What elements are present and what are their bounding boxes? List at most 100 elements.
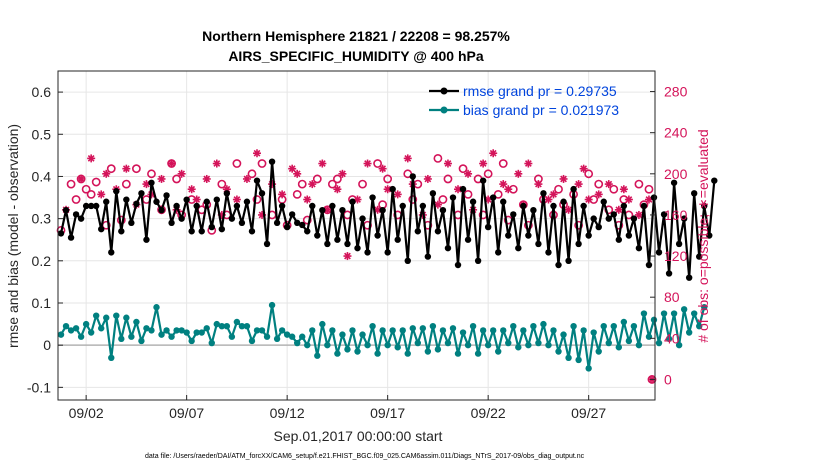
rmse-point (168, 219, 175, 227)
rmse-point (555, 261, 562, 269)
bias-point (243, 322, 251, 330)
rmse-point (520, 202, 527, 210)
rmse-point (685, 274, 693, 281)
rmse-point (339, 206, 346, 214)
bias-point (304, 341, 311, 349)
y-right-tick-label: 80 (664, 289, 680, 305)
rmse-point (82, 202, 90, 210)
rmse-point (690, 190, 698, 197)
bias-point (349, 327, 356, 334)
bias-point (505, 339, 512, 347)
obs-evaluated-marker-stroke (444, 160, 452, 167)
x-axis-label: Sep.01,2017 00:00:00 start (274, 428, 443, 444)
rmse-point (525, 232, 532, 239)
bias-point (600, 322, 607, 330)
obs-possible-marker (433, 153, 443, 163)
x-tick-label: 09/02 (69, 405, 104, 421)
obs-evaluated-marker (97, 190, 106, 199)
chart-title-line1: Northern Hemisphere 21821 / 22208 = 98.2… (202, 28, 510, 44)
obs-possible-marker (523, 220, 533, 230)
bias-point (324, 341, 331, 349)
x-tick-label: 09/12 (270, 405, 305, 421)
obs-evaluated-marker (584, 195, 593, 204)
bias-point (610, 322, 617, 330)
bias-point (474, 350, 482, 357)
rmse-point (72, 211, 80, 218)
obs-evaluated-marker (333, 185, 342, 194)
obs-evaluated-marker-stroke (344, 252, 351, 260)
bias-point (434, 346, 442, 353)
rmse-point (379, 206, 386, 214)
rmse-point (404, 257, 411, 265)
y-right-tick-label: 240 (664, 125, 688, 141)
bias-point (203, 325, 210, 332)
obs-possible-marker (634, 179, 644, 189)
obs-evaluated-marker (373, 205, 382, 214)
rmse-point (706, 232, 713, 239)
bias-point (92, 312, 100, 319)
obs-possible-marker (131, 164, 141, 174)
rmse-point (324, 240, 331, 248)
obs-evaluated-marker-stroke (550, 190, 557, 198)
rmse-point (464, 236, 472, 243)
bias-point (535, 339, 542, 347)
bias-point (444, 339, 452, 347)
rmse-point (108, 249, 115, 256)
chart-title-line2: AIRS_SPECIFIC_HUMIDITY @ 400 hPa (228, 48, 484, 64)
obs-evaluated-marker-stroke (339, 170, 346, 178)
bias-point (158, 331, 165, 338)
bias-point (344, 346, 351, 353)
bias-point (560, 331, 567, 338)
obs-possible-marker (584, 169, 594, 179)
bias-point (273, 335, 281, 343)
y-tick-label: 0.4 (32, 168, 52, 184)
obs-evaluated-marker-stroke (243, 175, 251, 183)
obs-evaluated-marker-stroke (168, 160, 175, 167)
rmse-point (505, 232, 512, 239)
obs-evaluated-marker-stroke (489, 149, 497, 157)
rmse-point (560, 198, 567, 205)
rmse-point (253, 177, 261, 184)
obs-evaluated-marker (288, 164, 297, 173)
bias-point (183, 329, 190, 336)
bias-point (67, 327, 75, 334)
obs-possible-marker (297, 179, 307, 189)
bias-point (530, 322, 537, 330)
obs-evaluated-marker (187, 185, 196, 194)
obs-evaluated-marker-stroke (253, 149, 261, 157)
bias-point (108, 354, 115, 362)
bias-point (680, 306, 688, 313)
obs-possible-marker (217, 179, 227, 189)
bias-point (319, 320, 326, 328)
rmse-point (183, 196, 190, 203)
bias-point (429, 322, 437, 330)
bias-point (590, 329, 597, 336)
bias-point (173, 327, 180, 334)
obs-evaluated-marker (77, 174, 86, 183)
bias-point (469, 322, 477, 330)
obs-possible-marker (147, 169, 156, 179)
bias-point (424, 348, 432, 355)
rmse-point (153, 198, 160, 205)
bias-point (263, 333, 271, 340)
rmse-point (650, 194, 658, 201)
rmse-point (454, 261, 462, 269)
rmse-point (62, 206, 70, 214)
obs-possible-marker (594, 179, 604, 189)
bias-point (409, 325, 416, 332)
bias-point (696, 322, 703, 330)
obs-evaluated-marker (423, 174, 432, 183)
y-tick-label: 0 (43, 337, 51, 353)
y-tick-label: 0.5 (32, 126, 52, 142)
obs-possible-marker (498, 159, 508, 168)
y-right-tick-label: 280 (664, 84, 688, 100)
bias-point (374, 350, 381, 357)
bias-point (399, 327, 406, 334)
bias-point (62, 322, 70, 330)
obs-possible-marker (232, 159, 242, 168)
obs-possible-marker (157, 205, 166, 215)
bias-point (188, 337, 195, 345)
x-tick-label: 09/27 (571, 405, 606, 421)
rmse-point (469, 198, 477, 205)
